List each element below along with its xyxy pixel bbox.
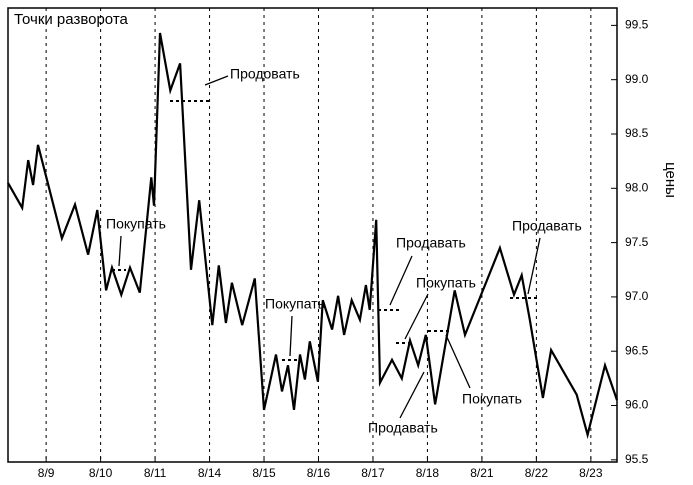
annotation: Покупать	[106, 216, 166, 232]
y-axis-label: цены	[662, 162, 679, 198]
x-tick-label: 8/17	[361, 466, 385, 480]
annotation-arrow	[204, 75, 229, 86]
x-tick-label: 8/15	[252, 466, 276, 480]
y-tick-label: 97.5	[625, 235, 649, 249]
annotation-arrow	[118, 235, 122, 267]
x-tick-label: 8/23	[579, 466, 603, 480]
chart-title: Точки разворота	[14, 11, 129, 28]
x-tick-label: 8/18	[416, 466, 440, 480]
annotation: Покупать	[416, 275, 476, 291]
annotation: Покупать	[265, 296, 325, 312]
annotation: Продовать	[230, 66, 300, 82]
annotation: Продавать	[512, 218, 582, 234]
annotations: Продовать Покупать Покупать Продавать По…	[106, 66, 582, 436]
y-tick-label: 99.0	[625, 72, 649, 86]
annotation-arrow	[389, 255, 413, 306]
y-tick-label: 96.5	[625, 343, 649, 357]
price-line	[7, 32, 619, 440]
x-tick-label: 8/10	[89, 466, 113, 480]
annotation-arrow	[404, 293, 429, 340]
x-tick-label: 8/11	[144, 466, 167, 480]
x-tick-label: 8/22	[525, 466, 549, 480]
x-tick-label: 8/21	[470, 466, 494, 480]
annotation: Продавать	[368, 420, 438, 436]
annotation: Покупать	[462, 391, 522, 407]
x-tick-label: 8/9	[38, 466, 55, 480]
y-tick-label: 98.0	[625, 180, 649, 194]
annotation-arrow	[399, 371, 425, 419]
y-tick-label: 95.5	[625, 452, 649, 466]
y-tick-label: 96.0	[625, 398, 649, 412]
annotation-arrow	[527, 237, 541, 295]
annotation-arrow	[289, 315, 293, 357]
annotation: Продавать	[396, 235, 466, 251]
x-tick-label: 8/16	[307, 466, 331, 480]
plot-frame	[7, 7, 618, 463]
y-tick-label: 98.5	[625, 126, 649, 140]
annotation-arrow	[445, 334, 471, 389]
x-tick-label: 8/14	[198, 466, 222, 480]
y-tick-label: 99.5	[625, 18, 649, 32]
y-tick-label: 97.0	[625, 289, 649, 303]
